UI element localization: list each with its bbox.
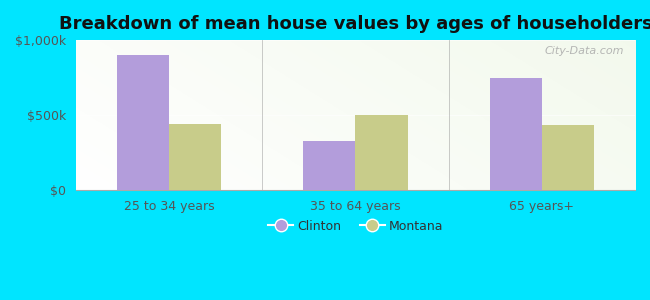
Bar (169, 124, 221, 190)
Bar (542, 125, 594, 190)
Text: City-Data.com: City-Data.com (544, 46, 624, 56)
Bar (117, 55, 169, 190)
Title: Breakdown of mean house values by ages of householders: Breakdown of mean house values by ages o… (58, 15, 650, 33)
Bar (489, 78, 542, 190)
Bar (356, 115, 408, 190)
Bar (304, 141, 356, 190)
Legend: Clinton, Montana: Clinton, Montana (263, 215, 448, 238)
